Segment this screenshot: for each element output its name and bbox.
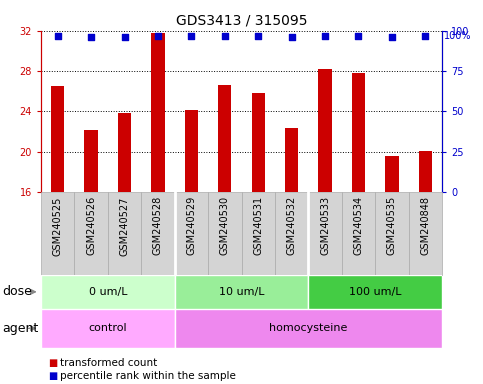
- Text: 0 um/L: 0 um/L: [88, 287, 127, 297]
- Bar: [51, 86, 64, 192]
- Bar: [318, 69, 332, 192]
- Bar: [208, 192, 242, 275]
- Text: 10 um/L: 10 um/L: [219, 287, 264, 297]
- Bar: [275, 192, 308, 275]
- Bar: [308, 275, 442, 309]
- Text: GDS3413 / 315095: GDS3413 / 315095: [176, 13, 307, 27]
- Text: GSM240526: GSM240526: [86, 196, 96, 255]
- Bar: [108, 192, 142, 275]
- Bar: [185, 110, 198, 192]
- Text: transformed count: transformed count: [60, 358, 157, 368]
- Point: [121, 34, 128, 40]
- Point: [54, 33, 62, 39]
- Bar: [118, 113, 131, 192]
- Bar: [285, 129, 298, 192]
- Bar: [419, 151, 432, 192]
- Text: GSM240848: GSM240848: [420, 196, 430, 255]
- Bar: [151, 33, 165, 192]
- Bar: [385, 156, 398, 192]
- Bar: [352, 73, 365, 192]
- Point: [154, 33, 162, 39]
- Text: GSM240531: GSM240531: [253, 196, 263, 255]
- Text: GSM240535: GSM240535: [387, 196, 397, 255]
- Bar: [175, 192, 208, 275]
- Text: GSM240534: GSM240534: [354, 196, 363, 255]
- Bar: [342, 192, 375, 275]
- Bar: [175, 309, 442, 348]
- Point: [355, 33, 362, 39]
- Text: ■: ■: [48, 371, 57, 381]
- Text: GSM240532: GSM240532: [286, 196, 297, 255]
- Bar: [41, 309, 175, 348]
- Point: [388, 34, 396, 40]
- Text: GSM240527: GSM240527: [120, 196, 129, 255]
- Bar: [252, 93, 265, 192]
- Text: dose: dose: [2, 285, 32, 298]
- Bar: [142, 192, 175, 275]
- Point: [288, 34, 296, 40]
- Text: 100 um/L: 100 um/L: [349, 287, 401, 297]
- Text: 100%: 100%: [444, 31, 472, 41]
- Point: [87, 34, 95, 40]
- Bar: [242, 192, 275, 275]
- Text: GSM240533: GSM240533: [320, 196, 330, 255]
- Bar: [74, 192, 108, 275]
- Bar: [218, 85, 231, 192]
- Text: GSM240530: GSM240530: [220, 196, 230, 255]
- Text: GSM240529: GSM240529: [186, 196, 197, 255]
- Bar: [375, 192, 409, 275]
- Text: percentile rank within the sample: percentile rank within the sample: [60, 371, 236, 381]
- Text: GSM240525: GSM240525: [53, 196, 63, 255]
- Bar: [308, 192, 342, 275]
- Bar: [41, 275, 175, 309]
- Text: ■: ■: [48, 358, 57, 368]
- Point: [421, 33, 429, 39]
- Bar: [85, 129, 98, 192]
- Point: [255, 33, 262, 39]
- Bar: [41, 192, 74, 275]
- Text: control: control: [88, 323, 127, 333]
- Text: homocysteine: homocysteine: [269, 323, 347, 333]
- Bar: [409, 192, 442, 275]
- Text: agent: agent: [2, 322, 39, 335]
- Bar: [175, 275, 308, 309]
- Point: [187, 33, 195, 39]
- Point: [321, 33, 329, 39]
- Text: GSM240528: GSM240528: [153, 196, 163, 255]
- Point: [221, 33, 228, 39]
